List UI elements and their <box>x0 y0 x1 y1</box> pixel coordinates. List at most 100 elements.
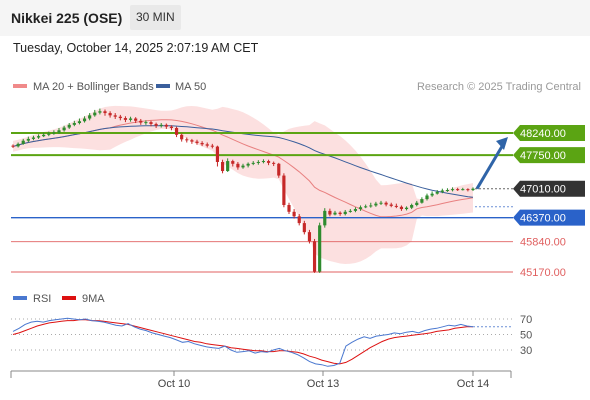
level-45170-label: 45170.00 <box>520 267 566 279</box>
candle-body <box>205 144 209 146</box>
candle-body <box>445 190 450 192</box>
candle-body <box>21 140 25 144</box>
candle-body <box>399 206 404 210</box>
candle-body <box>256 161 260 163</box>
candle-body <box>195 141 199 143</box>
candle-body <box>180 134 184 140</box>
timeframe-selector[interactable]: 30 MIN <box>130 5 181 30</box>
level-45840-label: 45840.00 <box>520 237 566 249</box>
candle-body <box>169 126 174 129</box>
candle-body <box>440 190 444 192</box>
candle-body <box>159 124 163 126</box>
candle-body <box>302 223 306 233</box>
legend-ma20: MA 20 + Bollinger Bands <box>33 81 154 93</box>
level-46370-label: 46370.00 <box>520 213 566 225</box>
candle-body <box>246 163 250 166</box>
level-47010-tag <box>513 180 585 197</box>
candle-body <box>466 189 470 191</box>
candle-body <box>297 216 301 224</box>
candle-body <box>338 212 342 215</box>
rsi-ma-legend-label: 9MA <box>82 293 105 305</box>
candle-body <box>67 124 71 128</box>
credit: Research © 2025 Trading Central <box>417 81 581 93</box>
level-48240-tag <box>513 125 585 141</box>
candle-body <box>231 161 235 164</box>
candle-body <box>123 118 128 120</box>
candle-body <box>369 205 373 207</box>
x-tick-label: Oct 10 <box>158 378 190 390</box>
candle-body <box>456 189 460 191</box>
candle-body <box>404 207 409 210</box>
candle-body <box>154 123 158 126</box>
forecast-arrow-shaft <box>475 142 506 190</box>
candle-body <box>52 132 56 134</box>
candle-body <box>118 116 122 119</box>
candle-body <box>425 195 429 200</box>
candle-body <box>277 163 281 176</box>
bollinger-band <box>13 105 473 265</box>
candle-body <box>72 123 76 125</box>
candle-body <box>379 202 383 204</box>
level-46370-tag <box>513 209 585 226</box>
candle-body <box>62 127 66 131</box>
candle-body <box>98 111 102 113</box>
candle-body <box>241 165 245 168</box>
rsi-level-label-50: 50 <box>520 330 532 342</box>
candle-body <box>31 137 36 139</box>
candle-body <box>307 232 312 242</box>
candle-body <box>113 115 117 117</box>
rsi-legend-label: RSI <box>33 293 51 305</box>
candle-body <box>420 199 424 203</box>
candle-body <box>11 145 15 147</box>
candle-body <box>415 202 419 205</box>
instrument-title: Nikkei 225 (OSE) <box>11 10 123 26</box>
level-48240-label: 48240.00 <box>520 128 566 140</box>
rsi-level-label-30: 30 <box>520 345 532 357</box>
candle-body <box>450 189 455 191</box>
candle-body <box>236 163 240 168</box>
candle-body <box>343 211 347 215</box>
x-tick-label: Oct 13 <box>307 378 339 390</box>
level-47750-label: 47750.00 <box>520 150 566 162</box>
candle-body <box>149 122 153 124</box>
candle-body <box>410 204 414 208</box>
legend-swatch-ma20 <box>13 84 27 88</box>
x-tick-label: Oct 14 <box>457 378 489 390</box>
rsi-ma-legend-swatch <box>62 296 76 300</box>
candle-body <box>215 146 220 162</box>
rsi-legend-swatch <box>13 296 27 300</box>
candle-body <box>42 134 46 137</box>
candle-body <box>471 188 475 191</box>
candle-body <box>57 130 61 133</box>
candle-body <box>266 161 271 163</box>
candle-body <box>77 121 82 124</box>
chart-header: Nikkei 225 (OSE) 30 MIN <box>0 0 590 36</box>
candle-body <box>358 207 363 210</box>
candle-body <box>210 145 214 147</box>
candle-body <box>134 118 138 121</box>
candle-body <box>435 191 439 194</box>
candle-body <box>292 211 296 217</box>
candle-body <box>144 122 148 124</box>
candle-body <box>374 203 378 206</box>
candle-body <box>272 162 276 164</box>
candle-body <box>36 136 41 138</box>
candle-body <box>333 212 337 215</box>
candle-body <box>384 202 388 205</box>
level-47750-tag <box>513 147 585 164</box>
candle-body <box>139 120 143 123</box>
rsi-ma-line <box>12 319 473 365</box>
rsi-line <box>12 317 474 367</box>
candle-body <box>200 142 204 145</box>
candle-body <box>251 162 255 164</box>
candle-body <box>220 161 225 172</box>
candle-body <box>323 210 327 226</box>
candle-body <box>353 209 358 211</box>
candle-body <box>389 204 393 206</box>
candle-body <box>190 140 194 142</box>
candle-body <box>93 112 97 116</box>
candle-body <box>82 118 87 122</box>
candle-body <box>47 133 51 135</box>
candle-body <box>103 111 107 114</box>
candle-body <box>318 225 322 272</box>
